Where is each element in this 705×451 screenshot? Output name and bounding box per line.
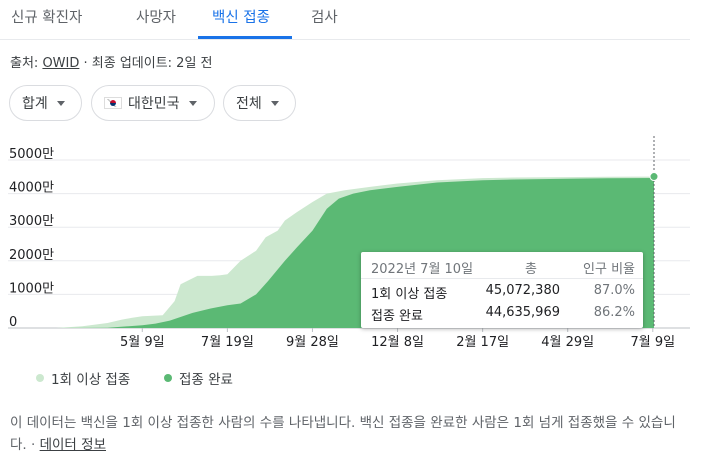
tooltip-col-total: 총 — [525, 262, 537, 277]
footnote: 이 데이터는 백신을 1회 이상 접종한 사람의 수를 나타냅니다. 백신 접종… — [10, 412, 690, 451]
legend-label: 1회 이상 접종 — [51, 372, 131, 388]
tooltip-divider — [361, 278, 643, 279]
tab-deaths[interactable]: 사망자 — [136, 10, 177, 26]
x-tick-label: 9월 28일 — [286, 335, 339, 350]
y-tick-label: 3000만 — [9, 214, 54, 229]
range-label: 전체 — [236, 96, 262, 112]
data-info-link[interactable]: 데이터 정보 — [39, 437, 106, 451]
x-tick-label: 4월 29일 — [541, 335, 594, 350]
footnote-text: 이 데이터는 백신을 1회 이상 접종한 사람의 수를 나타냅니다. 백신 접종… — [10, 415, 676, 451]
tooltip-col-ratio: 인구 비율 — [583, 262, 635, 277]
hover-point — [649, 172, 659, 182]
source-prefix: 출처: — [10, 56, 43, 71]
country-label: 대한민국 — [128, 96, 180, 112]
y-tick-label: 0 — [9, 315, 17, 330]
chevron-down-icon — [270, 100, 279, 106]
south-korea-flag-icon — [104, 97, 122, 109]
chevron-down-icon — [188, 100, 197, 106]
x-tick-label: 2월 17일 — [456, 335, 509, 350]
legend-dot-icon — [164, 374, 172, 382]
tooltip-row-label: 1회 이상 접종 — [371, 287, 448, 302]
legend-item-partial[interactable]: 1회 이상 접종 — [36, 368, 130, 388]
source-link[interactable]: OWID — [42, 56, 80, 71]
measure-dropdown[interactable]: 합계 — [9, 85, 82, 121]
x-tick-label: 7월 9일 — [630, 335, 675, 350]
y-tick-label: 1000만 — [9, 281, 54, 296]
tab-tests[interactable]: 검사 — [311, 10, 338, 26]
y-tick-label: 5000만 — [9, 147, 54, 162]
x-tick-label: 7월 19일 — [201, 335, 254, 350]
tab-new-cases[interactable]: 신규 확진자 — [11, 10, 83, 26]
x-tick-label: 12월 8일 — [371, 335, 424, 350]
measure-label: 합계 — [22, 96, 48, 112]
tooltip-row-ratio: 87.0% — [593, 283, 635, 298]
range-dropdown[interactable]: 전체 — [223, 85, 296, 121]
source-line: 출처: OWID · 최종 업데이트: 2일 전 — [10, 52, 213, 71]
tooltip-row-label: 접종 완료 — [371, 309, 423, 324]
y-tick-label: 2000만 — [9, 248, 54, 263]
update-info: · 최종 업데이트: 2일 전 — [79, 56, 213, 71]
y-tick-label: 4000만 — [9, 181, 54, 196]
tab-bar: 신규 확진자 사망자 백신 접종 검사 — [0, 0, 690, 40]
tooltip-row-total: 44,635,969 — [485, 305, 560, 320]
legend-label: 접종 완료 — [179, 372, 233, 388]
x-tick-label: 5월 9일 — [120, 335, 165, 350]
chart-tooltip: 2022년 7월 10일 총 인구 비율 1회 이상 접종 45,072,380… — [361, 252, 643, 328]
chevron-down-icon — [56, 100, 65, 106]
footnote-separator: · — [26, 437, 40, 451]
legend-dot-icon — [36, 374, 44, 382]
tab-vaccinations[interactable]: 백신 접종 — [212, 10, 270, 26]
tooltip-row-total: 45,072,380 — [485, 283, 560, 298]
active-tab-indicator — [198, 36, 292, 39]
tooltip-row-ratio: 86.2% — [593, 305, 635, 320]
tooltip-date: 2022년 7월 10일 — [371, 262, 474, 277]
country-dropdown[interactable]: 대한민국 — [91, 85, 215, 121]
legend-item-full[interactable]: 접종 완료 — [164, 368, 233, 388]
